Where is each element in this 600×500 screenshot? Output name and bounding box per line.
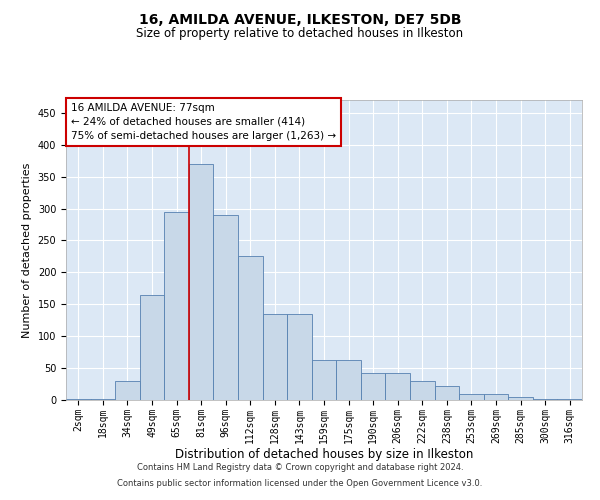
Bar [385,373,410,400]
Bar [66,398,91,400]
Bar [263,314,287,400]
Y-axis label: Number of detached properties: Number of detached properties [22,162,32,338]
Bar [508,397,533,400]
Bar [410,381,434,400]
Bar [557,398,582,400]
Bar [189,164,214,400]
Bar [140,294,164,400]
Bar [238,256,263,400]
Bar [214,215,238,400]
Bar [312,360,336,400]
Text: Contains public sector information licensed under the Open Government Licence v3: Contains public sector information licen… [118,478,482,488]
Bar [336,360,361,400]
Bar [361,373,385,400]
Bar [459,394,484,400]
Bar [164,212,189,400]
Text: Contains HM Land Registry data © Crown copyright and database right 2024.: Contains HM Land Registry data © Crown c… [137,464,463,472]
X-axis label: Distribution of detached houses by size in Ilkeston: Distribution of detached houses by size … [175,448,473,462]
Bar [434,386,459,400]
Bar [484,394,508,400]
Text: Size of property relative to detached houses in Ilkeston: Size of property relative to detached ho… [136,28,464,40]
Bar [91,398,115,400]
Bar [115,381,140,400]
Bar [533,398,557,400]
Text: 16 AMILDA AVENUE: 77sqm
← 24% of detached houses are smaller (414)
75% of semi-d: 16 AMILDA AVENUE: 77sqm ← 24% of detache… [71,103,336,141]
Text: 16, AMILDA AVENUE, ILKESTON, DE7 5DB: 16, AMILDA AVENUE, ILKESTON, DE7 5DB [139,12,461,26]
Bar [287,314,312,400]
